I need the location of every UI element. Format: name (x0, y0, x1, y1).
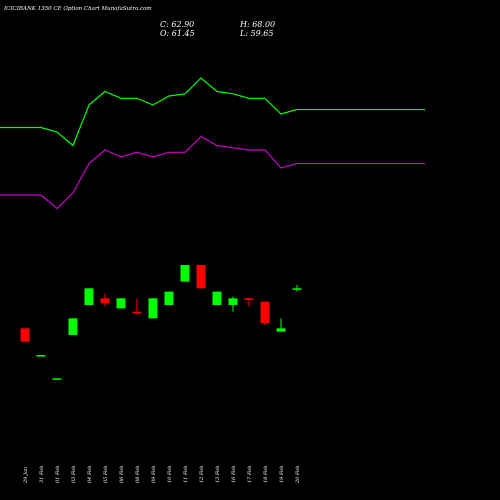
candle (116, 298, 126, 309)
candle (196, 265, 206, 289)
candle (260, 301, 270, 325)
close-value: C: 62.90 (160, 20, 195, 29)
x-tick-label: 18 Feb (263, 466, 269, 483)
x-tick-label: 01 Feb (55, 466, 61, 483)
x-tick-label: 29 Jan (23, 467, 29, 484)
x-axis-ticks: 29 Jan 31 Feb 01 Feb 03 Feb 04 Feb 05 Feb 06 F… (23, 466, 301, 484)
high-value: H: 68.00 (240, 20, 276, 29)
candle-body (244, 298, 254, 300)
x-tick-label: 04 Feb (87, 466, 93, 483)
candles (20, 265, 302, 380)
candle-body (260, 301, 270, 324)
candle-body (20, 328, 30, 342)
candle-body (52, 378, 62, 380)
x-tick-label: 11 Feb (183, 466, 189, 483)
candle-body (100, 298, 110, 304)
candle-body (36, 355, 46, 357)
x-tick-label: 16 Feb (231, 466, 237, 483)
indicator-lines (0, 77, 425, 210)
candle-body (228, 298, 238, 305)
candle (100, 293, 110, 307)
x-tick-label: 13 Feb (215, 466, 221, 483)
x-tick-label: 19 Feb (279, 466, 285, 483)
candle-body (132, 311, 142, 314)
chart-title: ICICIBANK 1350 CE Option Chart MunafaSut… (4, 6, 152, 12)
x-tick-label: 12 Feb (199, 466, 205, 483)
candle (84, 288, 94, 305)
candle-body (84, 288, 94, 305)
x-tick-label: 05 Feb (103, 466, 109, 483)
x-tick-label: 17 Feb (247, 466, 253, 483)
candle (132, 298, 142, 315)
x-tick-label: 03 Feb (71, 466, 77, 483)
candle-body (276, 328, 286, 332)
candle (228, 296, 238, 312)
candle (68, 318, 78, 335)
candle (164, 291, 174, 305)
candle-body (212, 291, 222, 305)
candle (148, 298, 158, 319)
candle-body (68, 318, 78, 335)
x-tick-label: 09 Feb (151, 466, 157, 483)
candle-body (292, 288, 302, 290)
x-tick-label: 10 Feb (167, 466, 173, 483)
candle-body (180, 265, 190, 282)
x-tick-label: 06 Feb (119, 466, 125, 483)
x-tick-label: 20 Feb (295, 466, 301, 484)
candle-body (164, 291, 174, 305)
candle (276, 318, 286, 332)
candle-body (116, 298, 126, 309)
candle (292, 285, 302, 292)
x-tick-label: 31 Feb (39, 466, 45, 483)
candle (52, 378, 62, 380)
candle-body (196, 265, 206, 289)
low-value: L: 59.65 (240, 29, 274, 38)
candle (36, 355, 46, 357)
candle (20, 328, 30, 342)
magenta-indicator-line (0, 135, 425, 210)
candle (180, 265, 190, 282)
green-indicator-line (0, 77, 425, 147)
x-tick-label: 08 Feb (135, 466, 141, 483)
candle (212, 291, 222, 305)
candle (244, 298, 254, 307)
candle-body (148, 298, 158, 319)
open-value: O: 61.45 (160, 29, 195, 38)
